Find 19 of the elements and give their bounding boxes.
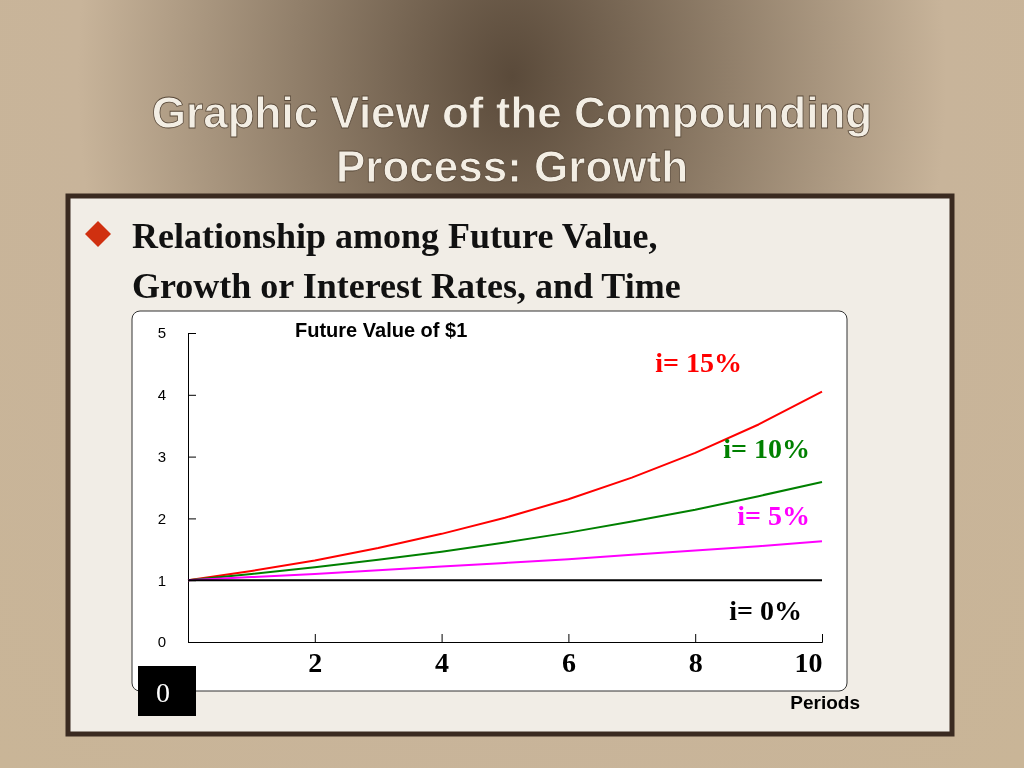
chart-subtitle: Relationship among Future Value, Growth or Interest Rates, and Time <box>132 216 681 306</box>
y-tick-label: 5 <box>157 324 166 342</box>
x-tick-label: 8 <box>688 646 703 678</box>
x-tick-label: 4 <box>435 646 450 678</box>
y-tick-label: 3 <box>157 447 166 465</box>
y-tick-label: 0 <box>157 633 166 651</box>
series-label: i= 5% <box>737 500 810 532</box>
y-tick-label: 4 <box>157 386 166 404</box>
series-label: i= 0% <box>729 595 802 627</box>
series-label: i= 10% <box>723 432 810 464</box>
x-tick-label: 10 <box>794 646 823 678</box>
chart-title: Graphic View of the Compounding Process: Growth <box>151 88 873 191</box>
x-axis-title: Periods <box>790 692 860 713</box>
series-label: i= 15% <box>655 346 742 378</box>
y-tick-label: 1 <box>157 571 166 589</box>
x-tick-label: 2 <box>308 646 323 678</box>
annotation: Future Value of $1 <box>295 319 468 341</box>
x-tick-label: 6 <box>561 646 576 678</box>
y-tick-label: 2 <box>157 509 166 527</box>
